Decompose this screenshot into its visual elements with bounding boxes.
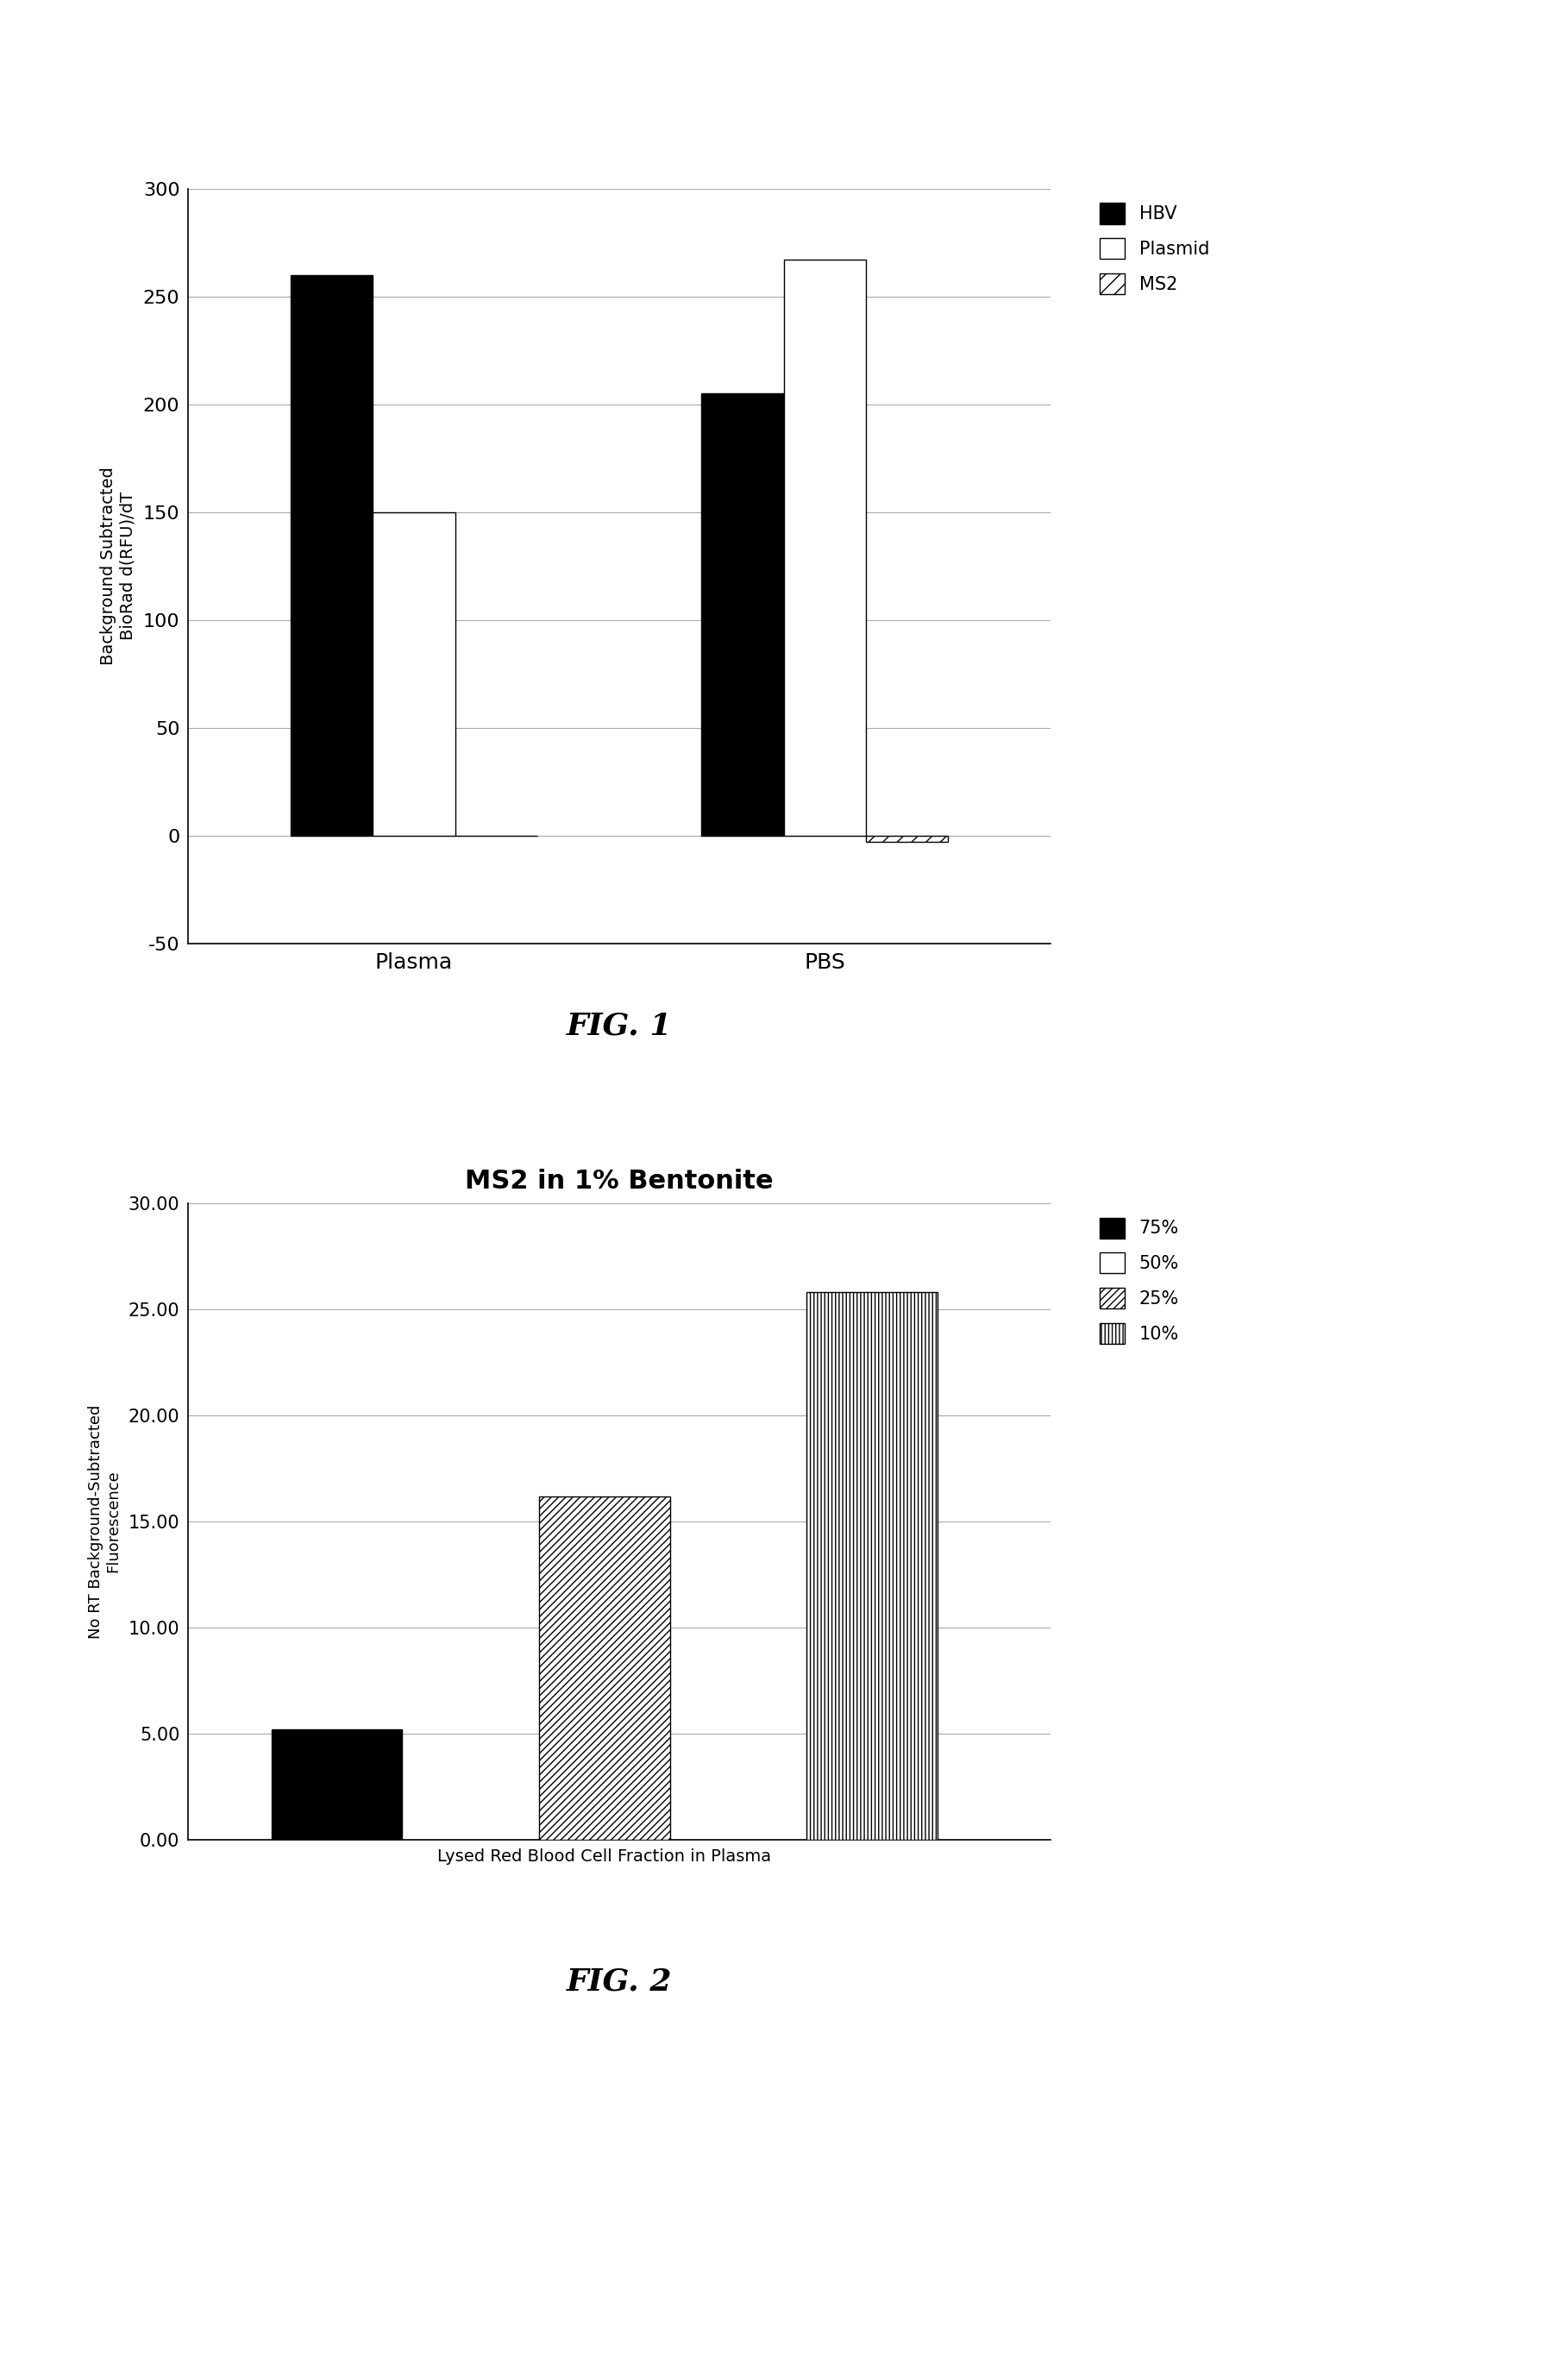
Bar <box>806 1293 938 1840</box>
Bar <box>373 512 455 835</box>
Bar <box>539 1496 670 1840</box>
Text: FIG. 1: FIG. 1 <box>566 1012 673 1040</box>
Legend: 75%, 50%, 25%, 10%: 75%, 50%, 25%, 10% <box>1094 1213 1184 1349</box>
Y-axis label: No RT Background-Subtracted
Fluorescence: No RT Background-Subtracted Fluorescence <box>88 1404 121 1640</box>
Bar <box>866 835 949 842</box>
Bar <box>784 259 866 835</box>
Bar <box>290 276 373 835</box>
Title: MS2 in 1% Bentonite: MS2 in 1% Bentonite <box>466 1168 773 1194</box>
Text: FIG. 2: FIG. 2 <box>566 1967 673 1996</box>
Legend: HBV, Plasmid, MS2: HBV, Plasmid, MS2 <box>1094 198 1215 300</box>
Bar <box>271 1729 403 1840</box>
Bar <box>701 394 784 835</box>
Y-axis label: Background Subtracted
BioRad d(RFU)/dT: Background Subtracted BioRad d(RFU)/dT <box>100 467 136 665</box>
